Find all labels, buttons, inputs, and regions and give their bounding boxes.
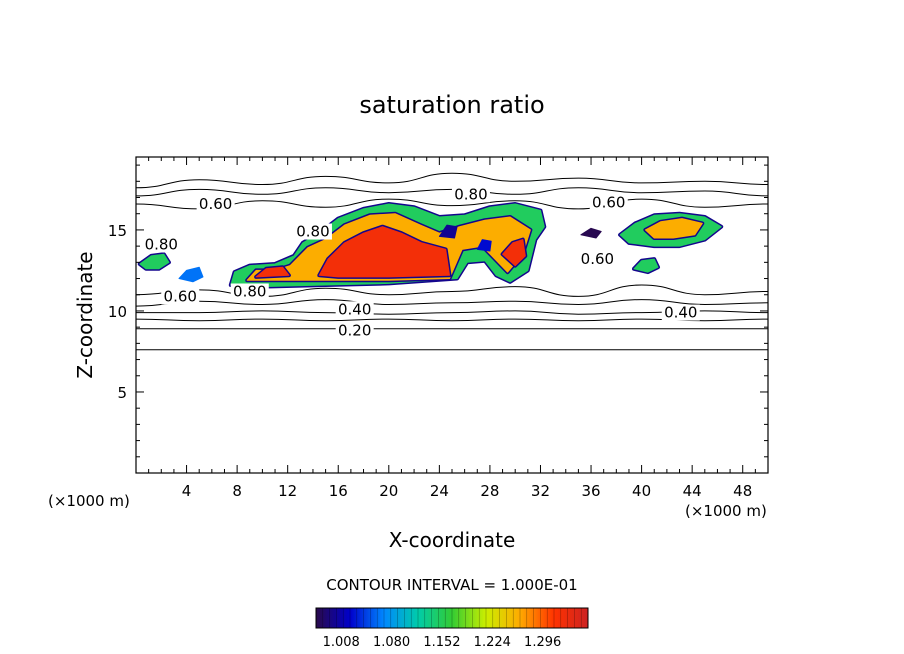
contour-label: 0.40 <box>664 304 697 322</box>
x-tick-labels: 4 8 12 16 20 24 28 32 36 40 44 48 <box>182 482 752 500</box>
upper-contour-line <box>136 198 768 210</box>
x-tick-label: 12 <box>278 482 297 500</box>
contour-label: 0.80 <box>145 236 178 254</box>
x-tick-label: 44 <box>683 482 702 500</box>
x-tick-label: 32 <box>531 482 550 500</box>
z-tick-labels: 5 10 15 <box>108 222 127 402</box>
colorbar-ticks <box>322 608 582 628</box>
colorbar-labels: 1.008 1.080 1.152 1.224 1.296 <box>323 635 562 650</box>
saturation-region <box>438 224 458 239</box>
contour-label-bg <box>661 304 700 321</box>
saturation-region <box>644 218 703 239</box>
contour-label: 0.80 <box>296 223 329 241</box>
saturation-region <box>139 253 170 270</box>
saturation-region <box>476 239 492 252</box>
x-unit-label: (×1000 m) <box>685 502 767 520</box>
contour-label-bg <box>335 301 374 318</box>
contour-label: 0.60 <box>164 287 197 305</box>
x-axis-label: X-coordinate <box>389 528 516 552</box>
contour-line <box>136 299 768 307</box>
colorbar-label: 1.152 <box>423 635 460 650</box>
contour-label: 0.60 <box>592 193 625 211</box>
colorbar-label: 1.296 <box>524 635 561 650</box>
saturation-region <box>633 258 659 273</box>
x-tick-label: 40 <box>632 482 651 500</box>
contour-label-bg <box>230 283 269 300</box>
x-tick-label: 16 <box>329 482 348 500</box>
contour-label-bg <box>451 186 490 203</box>
contour-label-bg <box>142 236 181 253</box>
colorbar-gradient <box>315 607 589 629</box>
plot-area: 0.60 0.80 0.60 0.80 0.80 0.60 0.60 0.80 0.40 0.40… <box>136 157 768 473</box>
contour-label-bg <box>589 194 628 211</box>
x-tick-label: 48 <box>733 482 752 500</box>
z-tick-label: 5 <box>117 384 127 402</box>
colorbar-label: 1.008 <box>323 635 360 650</box>
contour-label-bg <box>161 288 200 305</box>
contour-labels: 0.60 0.80 0.60 0.80 0.80 0.60 0.60 0.80 0.40 0.40… <box>142 185 700 339</box>
colorbar-label: 1.224 <box>474 635 511 650</box>
axis-ticks <box>136 157 768 473</box>
z-tick-label: 15 <box>108 222 127 240</box>
contour-label: 0.80 <box>454 185 487 203</box>
x-tick-label: 28 <box>480 482 499 500</box>
saturation-region <box>318 226 450 278</box>
y-axis-label: Z-coordinate <box>73 251 97 378</box>
contour-label: 0.40 <box>338 300 371 318</box>
saturation-region <box>178 266 204 283</box>
upper-contour-line <box>136 172 768 189</box>
chart-title: saturation ratio <box>359 91 544 119</box>
x-tick-label: 8 <box>232 482 242 500</box>
contour-label-bg <box>293 223 332 240</box>
z-tick-label: 10 <box>108 303 127 321</box>
colorbar-label: 1.080 <box>373 635 410 650</box>
x-tick-label: 24 <box>430 482 449 500</box>
saturation-region <box>580 227 602 239</box>
x-tick-label: 36 <box>581 482 600 500</box>
z-unit-label: (×1000 m) <box>48 492 130 510</box>
x-tick-label: 4 <box>182 482 192 500</box>
contour-interval-label: CONTOUR INTERVAL = 1.000E-01 <box>326 576 577 594</box>
colorbar: 1.008 1.080 1.152 1.224 1.296 <box>315 607 589 650</box>
contour-label: 0.20 <box>338 321 371 339</box>
contour-label: 0.60 <box>199 195 232 213</box>
x-tick-label: 20 <box>379 482 398 500</box>
contour-label-bg <box>335 322 374 339</box>
contour-label: 0.80 <box>233 283 266 301</box>
contour-label-bg <box>196 195 235 212</box>
saturation-region <box>502 239 526 267</box>
contour-label: 0.60 <box>581 250 614 268</box>
saturation-region <box>255 266 290 278</box>
saturation-fill-regions <box>137 202 724 289</box>
contour-label-bg <box>578 251 617 268</box>
